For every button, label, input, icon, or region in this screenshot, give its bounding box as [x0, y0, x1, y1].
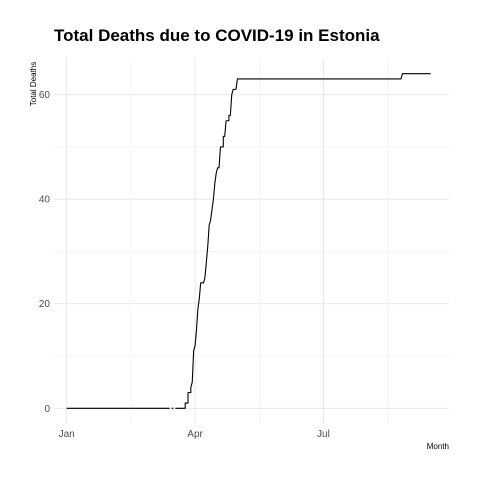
grid — [54, 58, 449, 424]
x-tick-label: Jan — [59, 429, 75, 440]
x-tick-label: Jul — [317, 429, 330, 440]
series-point — [171, 407, 174, 410]
y-tick-label: 60 — [39, 90, 51, 101]
series-line-segment — [175, 73, 431, 409]
x-axis-title: Month — [427, 442, 449, 451]
y-tick-label: 20 — [39, 299, 51, 310]
x-tick-label: Apr — [187, 429, 203, 440]
y-tick-label: 40 — [39, 195, 51, 206]
chart-title: Total Deaths due to COVID-19 in Estonia — [54, 26, 380, 45]
series-line — [66, 73, 431, 410]
tick-labels: 0 20 40 60 Jan Apr Jul — [39, 90, 330, 440]
y-tick-label: 0 — [44, 404, 50, 415]
y-axis-title: Total Deaths — [29, 62, 38, 106]
